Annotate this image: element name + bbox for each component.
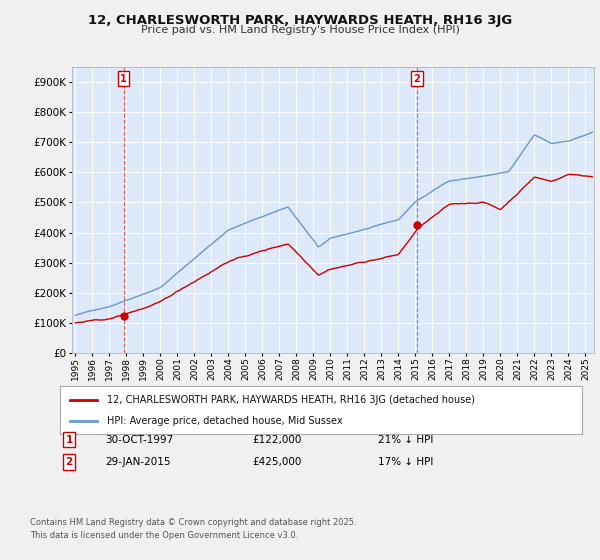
Text: HPI: Average price, detached house, Mid Sussex: HPI: Average price, detached house, Mid … — [107, 416, 343, 426]
Text: 12, CHARLESWORTH PARK, HAYWARDS HEATH, RH16 3JG: 12, CHARLESWORTH PARK, HAYWARDS HEATH, R… — [88, 14, 512, 27]
Text: 21% ↓ HPI: 21% ↓ HPI — [378, 435, 433, 445]
Text: 30-OCT-1997: 30-OCT-1997 — [105, 435, 173, 445]
Text: 2: 2 — [65, 457, 73, 467]
Text: £122,000: £122,000 — [252, 435, 301, 445]
Text: 1: 1 — [65, 435, 73, 445]
Text: Price paid vs. HM Land Registry's House Price Index (HPI): Price paid vs. HM Land Registry's House … — [140, 25, 460, 35]
Text: Contains HM Land Registry data © Crown copyright and database right 2025.
This d: Contains HM Land Registry data © Crown c… — [30, 518, 356, 539]
Text: 1: 1 — [120, 73, 127, 83]
Text: 2: 2 — [413, 73, 420, 83]
Text: 17% ↓ HPI: 17% ↓ HPI — [378, 457, 433, 467]
Text: 12, CHARLESWORTH PARK, HAYWARDS HEATH, RH16 3JG (detached house): 12, CHARLESWORTH PARK, HAYWARDS HEATH, R… — [107, 395, 475, 405]
Text: £425,000: £425,000 — [252, 457, 301, 467]
Text: 29-JAN-2015: 29-JAN-2015 — [105, 457, 170, 467]
